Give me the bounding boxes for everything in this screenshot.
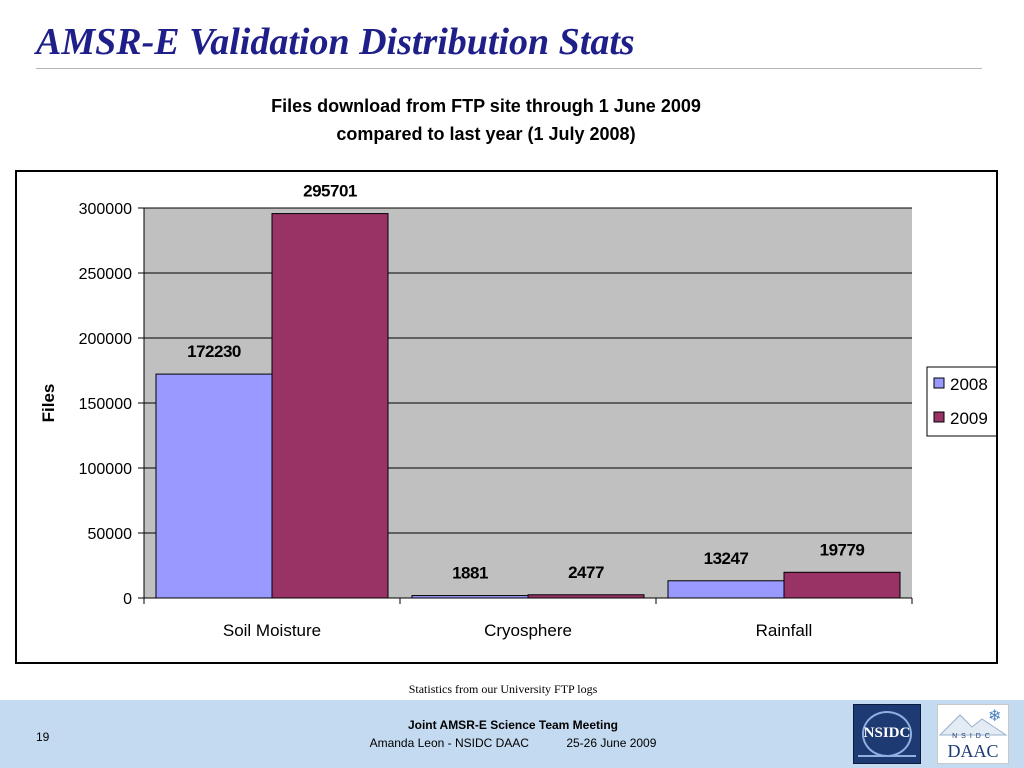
y-tick-label: 200000 xyxy=(79,331,132,348)
y-tick-label: 100000 xyxy=(79,461,132,478)
daac-logo-nsidc: NSIDC xyxy=(952,733,994,740)
slide-number: 19 xyxy=(36,730,50,744)
chart-title: Files download from FTP site through 1 J… xyxy=(0,92,972,148)
mountain-icon xyxy=(938,714,1008,736)
legend-label: 2008 xyxy=(950,375,988,394)
y-tick-label: 50000 xyxy=(88,526,133,543)
bar-2009 xyxy=(783,571,901,599)
bar-chart: 0 50000 100000 150000 200000 250000 300000 File… xyxy=(39,182,996,640)
slide-footer: 19 Joint AMSR-E Science Team Meeting Ama… xyxy=(0,700,1024,768)
presenter: Amanda Leon - NSIDC DAAC xyxy=(369,736,529,750)
bar-2009 xyxy=(527,594,645,599)
y-tick-label: 0 xyxy=(123,591,132,608)
chart-caption: Statistics from our University FTP logs xyxy=(408,682,598,696)
legend-label: 2009 xyxy=(950,409,988,428)
legend-swatch-2009 xyxy=(933,411,945,423)
data-label: 1881 xyxy=(452,564,488,583)
snowflake-icon: ❄ xyxy=(988,708,1002,725)
data-label: 2477 xyxy=(568,563,604,582)
meeting-name: Joint AMSR-E Science Team Meeting xyxy=(407,718,619,732)
bar-2008 xyxy=(411,595,529,599)
chart-title-line-2: compared to last year (1 July 2008) xyxy=(336,124,636,144)
y-axis-label: Files xyxy=(39,384,58,423)
daac-logo-text: DAAC xyxy=(947,741,999,761)
bar-2008 xyxy=(155,373,273,599)
logo-tagline-bar xyxy=(858,755,916,757)
x-tick-label: Soil Moisture xyxy=(223,621,321,640)
x-tick-label: Cryosphere xyxy=(484,621,572,640)
bar-2008 xyxy=(667,580,785,599)
y-tick-label: 250000 xyxy=(79,266,132,283)
nsidc-daac-logo: ❄ NSIDC DAAC xyxy=(937,704,1009,764)
data-label: 19779 xyxy=(820,540,865,559)
y-tick-label: 300000 xyxy=(79,201,132,218)
nsidc-logo: NSIDC xyxy=(853,704,921,764)
chart-frame: 0 50000 100000 150000 200000 250000 300000 File… xyxy=(15,170,998,664)
nsidc-logo-text: NSIDC xyxy=(863,725,911,741)
data-label: 13247 xyxy=(704,549,749,568)
data-label: 172230 xyxy=(187,342,241,361)
slide-title: AMSR-E Validation Distribution Stats xyxy=(36,21,635,63)
footer-info: Joint AMSR-E Science Team Meeting Amanda… xyxy=(330,716,696,752)
bar-2009 xyxy=(271,213,389,599)
data-label: 295701 xyxy=(303,182,357,201)
x-tick-label: Rainfall xyxy=(756,621,813,640)
chart-title-line-1: Files download from FTP site through 1 J… xyxy=(271,96,701,116)
meeting-dates: 25-26 June 2009 xyxy=(566,736,657,750)
y-tick-label: 150000 xyxy=(79,396,132,413)
legend-swatch-2008 xyxy=(933,377,945,389)
title-divider xyxy=(36,68,982,69)
